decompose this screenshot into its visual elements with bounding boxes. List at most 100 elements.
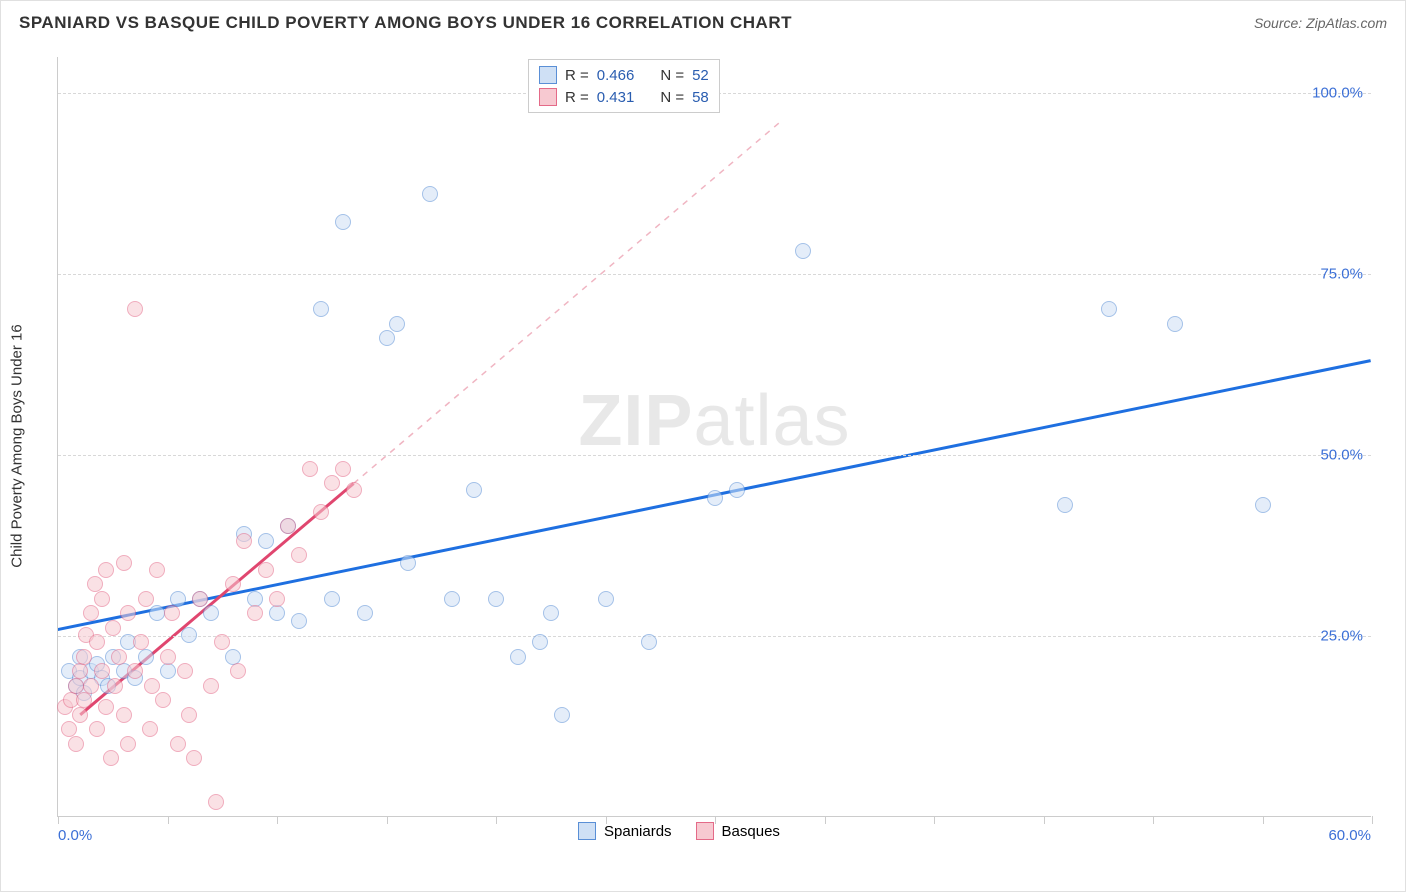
scatter-point (466, 482, 482, 498)
n-value: 52 (692, 67, 709, 84)
scatter-point (422, 186, 438, 202)
scatter-point (258, 533, 274, 549)
scatter-point (94, 591, 110, 607)
scatter-point (543, 605, 559, 621)
scatter-point (138, 649, 154, 665)
legend-swatch (696, 822, 714, 840)
scatter-point (324, 475, 340, 491)
scatter-point (142, 721, 158, 737)
scatter-point (335, 214, 351, 230)
scatter-point (116, 555, 132, 571)
scatter-point (444, 591, 460, 607)
n-value: 58 (692, 89, 709, 106)
correlation-legend-row: R =0.431N =58 (539, 86, 709, 108)
x-max-label: 60.0% (1328, 827, 1371, 844)
gridline-h (58, 636, 1371, 637)
series-legend-item: Basques (696, 822, 780, 840)
scatter-point (149, 605, 165, 621)
x-tick (825, 816, 826, 824)
scatter-point (120, 605, 136, 621)
series-legend-item: Spaniards (578, 822, 672, 840)
scatter-point (324, 591, 340, 607)
x-tick (387, 816, 388, 824)
scatter-point (111, 649, 127, 665)
y-tick-label: 100.0% (1312, 85, 1363, 102)
x-tick (1372, 816, 1373, 824)
scatter-point (89, 721, 105, 737)
scatter-point (346, 482, 362, 498)
chart-title: SPANIARD VS BASQUE CHILD POVERTY AMONG B… (19, 13, 792, 33)
correlation-legend-row: R =0.466N =52 (539, 64, 709, 86)
n-label: N = (660, 67, 684, 84)
scatter-point (225, 576, 241, 592)
scatter-point (68, 678, 84, 694)
scatter-point (94, 663, 110, 679)
scatter-point (181, 707, 197, 723)
x-tick (168, 816, 169, 824)
x-tick (496, 816, 497, 824)
gridline-h (58, 274, 1371, 275)
scatter-point (258, 562, 274, 578)
scatter-point (83, 678, 99, 694)
scatter-point (105, 620, 121, 636)
scatter-point (269, 591, 285, 607)
scatter-point (120, 736, 136, 752)
scatter-point (72, 663, 88, 679)
x-tick (1044, 816, 1045, 824)
r-label: R = (565, 89, 589, 106)
y-tick-label: 25.0% (1320, 628, 1363, 645)
scatter-point (144, 678, 160, 694)
chart-header: SPANIARD VS BASQUE CHILD POVERTY AMONG B… (1, 1, 1405, 45)
scatter-point (89, 634, 105, 650)
watermark: ZIPatlas (578, 380, 850, 462)
scatter-point (127, 301, 143, 317)
x-tick (1263, 816, 1264, 824)
scatter-point (532, 634, 548, 650)
scatter-point (389, 316, 405, 332)
scatter-point (1255, 497, 1271, 513)
chart-container: SPANIARD VS BASQUE CHILD POVERTY AMONG B… (0, 0, 1406, 892)
scatter-point (160, 649, 176, 665)
x-tick (58, 816, 59, 824)
trend-lines-svg (58, 57, 1371, 816)
scatter-point (400, 555, 416, 571)
legend-swatch (539, 66, 557, 84)
scatter-point (729, 482, 745, 498)
scatter-point (170, 736, 186, 752)
scatter-point (510, 649, 526, 665)
x-tick (277, 816, 278, 824)
series-legend-label: Spaniards (604, 823, 672, 840)
scatter-point (192, 591, 208, 607)
scatter-point (357, 605, 373, 621)
watermark-rest: atlas (693, 381, 850, 461)
scatter-point (160, 663, 176, 679)
scatter-point (116, 707, 132, 723)
n-label: N = (660, 89, 684, 106)
scatter-point (1101, 301, 1117, 317)
series-legend-label: Basques (722, 823, 780, 840)
source-name: ZipAtlas.com (1306, 15, 1387, 31)
series-legend: Spaniards Basques (578, 822, 780, 840)
legend-swatch (539, 88, 557, 106)
scatter-point (1057, 497, 1073, 513)
scatter-point (247, 605, 263, 621)
scatter-point (76, 692, 92, 708)
y-axis-title: Child Poverty Among Boys Under 16 (9, 324, 26, 567)
scatter-point (155, 692, 171, 708)
scatter-point (133, 634, 149, 650)
scatter-point (335, 461, 351, 477)
trend-line (354, 122, 780, 483)
scatter-point (707, 490, 723, 506)
x-min-label: 0.0% (58, 827, 92, 844)
scatter-point (72, 707, 88, 723)
plot-area: ZIPatlas 25.0%50.0%75.0%100.0%0.0%60.0%R… (57, 57, 1371, 817)
scatter-point (68, 736, 84, 752)
scatter-point (379, 330, 395, 346)
scatter-point (641, 634, 657, 650)
scatter-point (291, 547, 307, 563)
r-label: R = (565, 67, 589, 84)
scatter-point (208, 794, 224, 810)
scatter-point (177, 663, 193, 679)
scatter-point (127, 663, 143, 679)
scatter-point (1167, 316, 1183, 332)
